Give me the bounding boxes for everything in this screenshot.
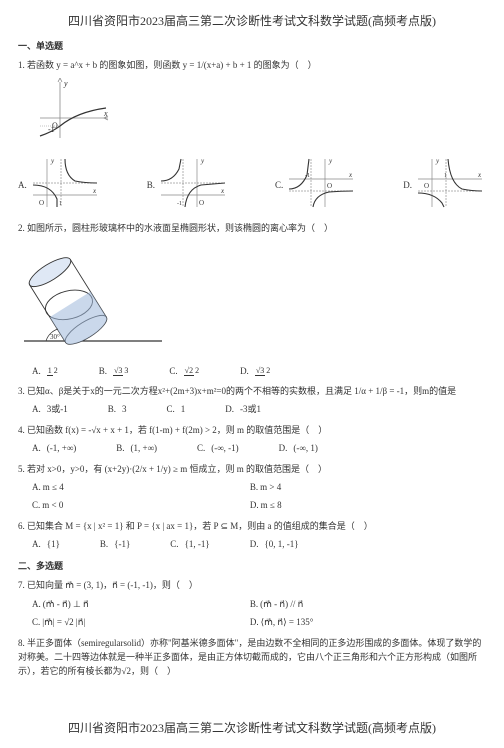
q1-opt-a: A. x y O 1 bbox=[18, 155, 101, 211]
q8-text: 8. 半正多面体（semiregularsolid）亦称"阿基米德多面体"，是由… bbox=[18, 636, 486, 679]
q2-text: 2. 如图所示，圆柱形玻璃杯中的水液面呈椭圆形状，则该椭圆的离心率为（ ） bbox=[18, 221, 486, 235]
svg-text:y: y bbox=[200, 157, 205, 165]
svg-text:x: x bbox=[103, 109, 108, 118]
svg-text:1: 1 bbox=[59, 201, 62, 207]
opt-label: D. bbox=[250, 617, 259, 627]
opt-val: |m⃗| = √2 |n⃗| bbox=[42, 617, 85, 627]
opt-label: C. bbox=[197, 441, 205, 455]
opt-val: {0, 1, -1} bbox=[264, 537, 298, 551]
opt-val: -3或1 bbox=[240, 402, 261, 416]
opt-label: D. bbox=[250, 500, 259, 510]
svg-text:y: y bbox=[435, 157, 440, 165]
opt-label: B. bbox=[108, 402, 116, 416]
opt-val: {1} bbox=[47, 537, 60, 551]
q3-text: 3. 已知α、β是关于x的一元二次方程x²+(2m+3)x+m²=0的两个不相等… bbox=[18, 384, 486, 398]
opt-label: A. bbox=[32, 441, 41, 455]
q2-figure: 30° bbox=[18, 241, 486, 355]
question-8: 8. 半正多面体（semiregularsolid）亦称"阿基米德多面体"，是由… bbox=[18, 636, 486, 679]
q1-opt-c: C. x y O -1 bbox=[275, 155, 357, 211]
opt-label: C. bbox=[275, 178, 283, 192]
svg-text:O: O bbox=[39, 199, 44, 207]
svg-text:x: x bbox=[477, 171, 482, 179]
opt-label: C. bbox=[32, 500, 40, 510]
opt-val: m > 4 bbox=[260, 482, 281, 492]
opt-label: B. bbox=[250, 599, 258, 609]
opt-label: B. bbox=[250, 482, 258, 492]
q1-options-row: A. x y O 1 B. x y O bbox=[18, 155, 486, 211]
opt-label: C. bbox=[170, 537, 178, 551]
q4-options: A. (-1, +∞) B. (1, +∞) C. (-∞, -1) D. (-∞, 1… bbox=[32, 441, 486, 455]
opt-label: A. bbox=[18, 178, 27, 192]
opt-label: A. bbox=[32, 482, 41, 492]
svg-text:O: O bbox=[199, 199, 204, 207]
q7-text: 7. 已知向量 m⃗ = (3, 1)，n⃗ = (-1, -1)，则（ ） bbox=[18, 578, 486, 592]
q5-text: 5. 若对 x>0，y>0，有 (x+2y)·(2/x + 1/y) ≥ m 恒… bbox=[18, 462, 486, 476]
opt-val: (-∞, 1) bbox=[293, 441, 317, 455]
opt-label: A. bbox=[32, 599, 41, 609]
svg-text:1: 1 bbox=[444, 173, 447, 179]
opt-val: (-∞, -1) bbox=[211, 441, 238, 455]
svg-text:y: y bbox=[63, 79, 68, 88]
page-title: 四川省资阳市2023届高三第二次诊断性考试文科数学试题(高频考点版) bbox=[18, 12, 486, 29]
question-3: 3. 已知α、β是关于x的一元二次方程x²+(2m+3)x+m²=0的两个不相等… bbox=[18, 384, 486, 417]
question-5: 5. 若对 x>0，y>0，有 (x+2y)·(2/x + 1/y) ≥ m 恒… bbox=[18, 462, 486, 513]
opt-label: D. bbox=[250, 537, 259, 551]
svg-text:x: x bbox=[348, 171, 353, 179]
opt-val: {-1} bbox=[114, 537, 130, 551]
question-1: 1. 若函数 y = a^x + b 的图象如图，则函数 y = 1/(x+a)… bbox=[18, 58, 486, 211]
opt-label: B. bbox=[99, 364, 107, 378]
opt-label: A. bbox=[32, 364, 41, 378]
opt-label: C. bbox=[167, 402, 175, 416]
opt-label: D. bbox=[225, 402, 234, 416]
opt-label: A. bbox=[32, 537, 41, 551]
svg-text:30°: 30° bbox=[50, 333, 60, 341]
q1-opt-d: D. x y O 1 bbox=[403, 155, 486, 211]
svg-text:y: y bbox=[328, 157, 333, 165]
opt-label: B. bbox=[100, 537, 108, 551]
opt-val: (-1, +∞) bbox=[47, 441, 76, 455]
opt-val: (1, +∞) bbox=[131, 441, 158, 455]
opt-label: B. bbox=[147, 178, 155, 192]
opt-label: D. bbox=[240, 364, 249, 378]
q2-options: A.12 B.√33 C.√22 D.√32 bbox=[32, 364, 486, 378]
opt-val: m < 0 bbox=[42, 500, 63, 510]
opt-val: 3 bbox=[122, 402, 127, 416]
question-7: 7. 已知向量 m⃗ = (3, 1)，n⃗ = (-1, -1)，则（ ） A… bbox=[18, 578, 486, 629]
opt-label: D. bbox=[403, 178, 412, 192]
section-multi: 二、多选题 bbox=[18, 559, 486, 572]
opt-label: D. bbox=[279, 441, 288, 455]
svg-text:x: x bbox=[220, 187, 225, 195]
q1-opt-b: B. x y O -1 bbox=[147, 155, 229, 211]
opt-val: (m⃗ - n⃗) ⊥ n⃗ bbox=[43, 599, 89, 609]
q1-main-graph: x y O -1 bbox=[32, 78, 486, 146]
q1-text: 1. 若函数 y = a^x + b 的图象如图，则函数 y = 1/(x+a)… bbox=[18, 58, 486, 72]
svg-text:O: O bbox=[327, 182, 332, 190]
question-6: 6. 已知集合 M = {x | x² = 1} 和 P = {x | ax =… bbox=[18, 519, 486, 552]
svg-text:x: x bbox=[92, 187, 97, 195]
svg-text:O: O bbox=[424, 182, 429, 190]
question-4: 4. 已知函数 f(x) = -√x + x + 1，若 f(1-m) + f(… bbox=[18, 423, 486, 456]
opt-label: A. bbox=[32, 402, 41, 416]
svg-text:-1: -1 bbox=[177, 201, 182, 207]
opt-val: ⟨m⃗, n⃗⟩ = 135° bbox=[261, 617, 314, 627]
svg-text:-1: -1 bbox=[305, 173, 310, 179]
opt-val: 3或-1 bbox=[47, 402, 68, 416]
q3-options: A. 3或-1 B. 3 C. 1 D. -3或1 bbox=[32, 402, 486, 416]
q6-options: A. {1} B. {-1} C. {1, -1} D. {0, 1, -1} bbox=[32, 537, 486, 551]
opt-val: (m⃗ - n⃗) // n⃗ bbox=[260, 599, 303, 609]
page-footer-title: 四川省资阳市2023届高三第二次诊断性考试文科数学试题(高频考点版) bbox=[18, 719, 486, 736]
opt-label: B. bbox=[116, 441, 124, 455]
opt-label: C. bbox=[32, 617, 40, 627]
q4-text: 4. 已知函数 f(x) = -√x + x + 1，若 f(1-m) + f(… bbox=[18, 423, 486, 437]
opt-val: {1, -1} bbox=[185, 537, 210, 551]
section-single: 一、单选题 bbox=[18, 39, 486, 52]
question-2: 2. 如图所示，圆柱形玻璃杯中的水液面呈椭圆形状，则该椭圆的离心率为（ ） 30… bbox=[18, 221, 486, 378]
opt-val: m ≤ 8 bbox=[261, 500, 282, 510]
q6-text: 6. 已知集合 M = {x | x² = 1} 和 P = {x | ax =… bbox=[18, 519, 486, 533]
opt-val: m ≤ 4 bbox=[43, 482, 64, 492]
svg-text:y: y bbox=[50, 157, 55, 165]
opt-label: C. bbox=[169, 364, 177, 378]
opt-val: 1 bbox=[181, 402, 186, 416]
